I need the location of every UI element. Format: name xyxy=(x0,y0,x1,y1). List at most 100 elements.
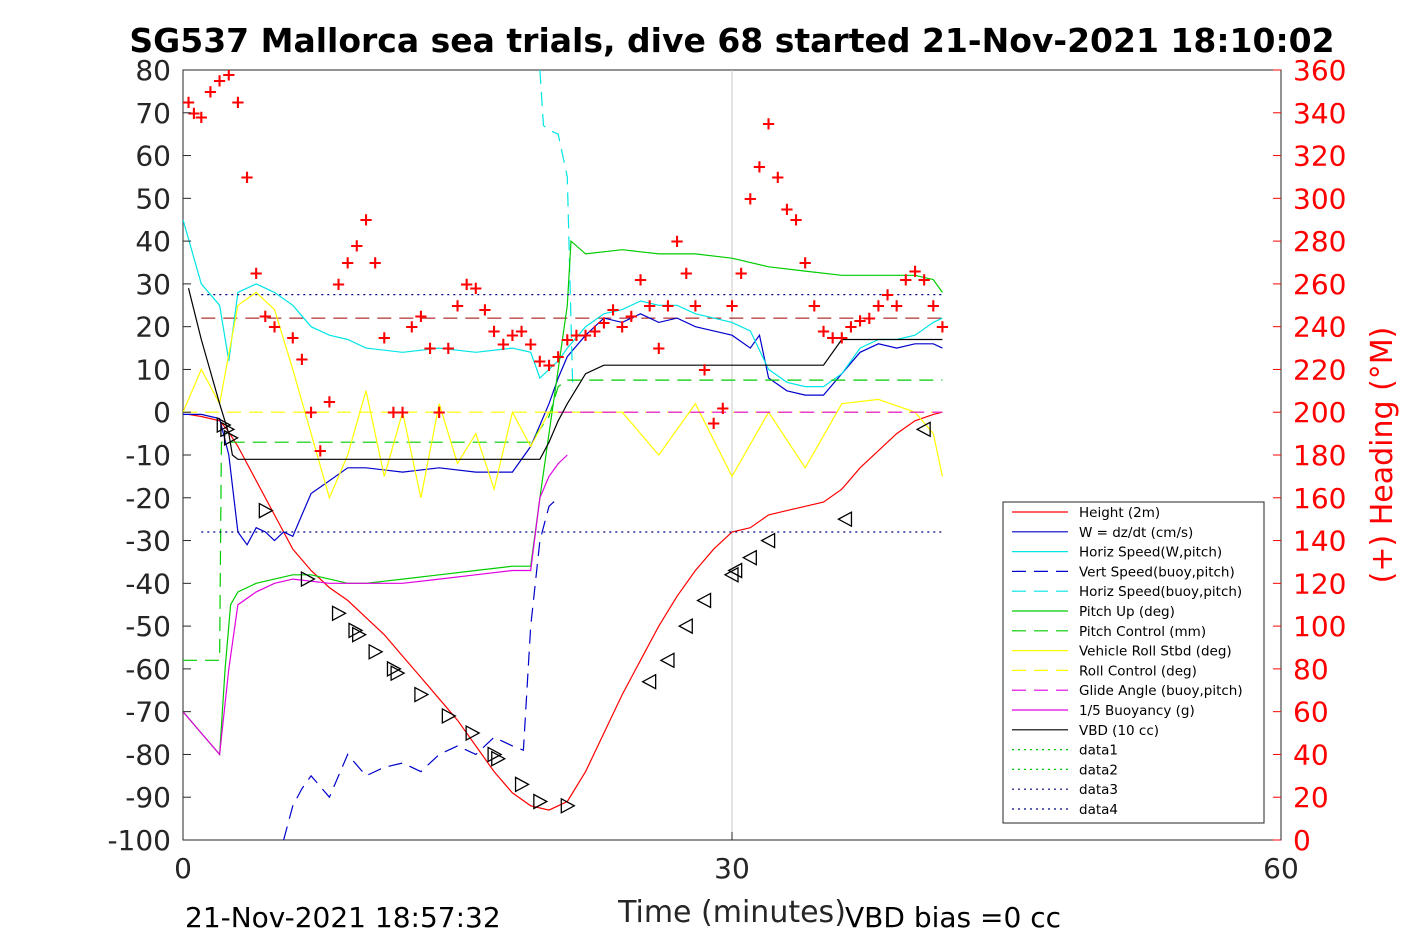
left-tick-label-13: -50 xyxy=(125,610,171,643)
glide-marker-down-3 xyxy=(258,502,274,519)
left-tick-label-12: -40 xyxy=(125,567,171,600)
chart-title: SG537 Mallorca sea trials, dive 68 start… xyxy=(129,21,1334,60)
heading-point-18: + xyxy=(349,235,364,256)
heading-point-19: + xyxy=(358,210,373,231)
left-tick-label-8: 0 xyxy=(153,396,171,429)
heading-point-70: + xyxy=(825,327,840,348)
glide-marker-up-9 xyxy=(915,421,931,438)
footer-vbd-bias: VBD bias =0 cc xyxy=(845,901,1061,934)
heading-point-23: + xyxy=(395,402,410,423)
heading-point-12: + xyxy=(294,349,309,370)
glide-marker-down-6 xyxy=(348,622,364,639)
left-tick-label-1: 70 xyxy=(135,97,171,130)
series-line-3 xyxy=(283,497,559,840)
left-tick-label-7: 10 xyxy=(135,353,171,386)
legend-label-3: Vert Speed(buoy,pitch) xyxy=(1079,564,1235,580)
heading-point-49: + xyxy=(633,270,648,291)
glide-marker-up-0 xyxy=(641,673,657,690)
heading-point-71: + xyxy=(834,327,849,348)
right-tick-label-14: 80 xyxy=(1293,653,1329,686)
glide-marker-down-16 xyxy=(514,776,530,793)
heading-point-5: + xyxy=(221,64,236,85)
right-tick-label-4: 280 xyxy=(1293,225,1346,258)
right-tick-label-15: 60 xyxy=(1293,696,1329,729)
glide-marker-up-2 xyxy=(677,618,693,635)
glide-marker-up-4 xyxy=(723,566,739,583)
left-tick-label-18: -100 xyxy=(107,824,171,857)
heading-point-31: + xyxy=(468,278,483,299)
right-tick-label-6: 240 xyxy=(1293,311,1346,344)
glide-marker-up-7 xyxy=(760,532,776,549)
legend-label-1: W = dz/dt (cm/s) xyxy=(1079,525,1193,541)
glide-marker-down-13 xyxy=(465,724,481,742)
heading-point-75: + xyxy=(871,295,886,316)
glide-marker-down-17 xyxy=(533,793,549,810)
heading-point-10: + xyxy=(267,317,282,338)
legend: Height (2m) W = dz/dt (cm/s) Horiz Speed(W… xyxy=(1002,501,1265,824)
glide-marker-up-8 xyxy=(837,511,853,528)
right-tick-label-9: 180 xyxy=(1293,439,1346,472)
series-line-1 xyxy=(183,313,943,546)
heading-point-30: + xyxy=(459,274,474,295)
glide-marker-down-9 xyxy=(386,660,402,677)
left-tick-label-3: 50 xyxy=(135,182,171,215)
heading-point-9: + xyxy=(258,306,273,327)
heading-point-6: + xyxy=(230,92,245,113)
heading-point-58: + xyxy=(715,398,730,419)
heading-point-0: + xyxy=(181,92,196,113)
heading-point-7: + xyxy=(240,167,255,188)
left-tick-label-14: -60 xyxy=(125,653,171,686)
legend-label-10: 1/5 Buoyancy (g) xyxy=(1079,703,1195,719)
heading-point-42: + xyxy=(569,325,584,346)
heading-point-78: + xyxy=(898,270,913,291)
heading-point-13: + xyxy=(304,402,319,423)
left-tick-label-17: -90 xyxy=(125,781,171,814)
glide-marker-down-4 xyxy=(300,570,316,588)
heading-point-51: + xyxy=(651,338,666,359)
heading-point-24: + xyxy=(404,317,419,338)
x-tick-label-2: 60 xyxy=(1263,852,1299,885)
legend-label-15: data4 xyxy=(1079,802,1118,818)
right-tick-label-18: 0 xyxy=(1293,824,1311,857)
series-line-4 xyxy=(539,70,574,391)
heading-point-68: + xyxy=(807,295,822,316)
glide-marker-down-12 xyxy=(441,707,457,725)
right-axis-label: (+) Heading (°M) xyxy=(1365,327,1400,584)
left-tick-label-10: -20 xyxy=(125,482,171,515)
heading-point-39: + xyxy=(541,355,556,376)
heading-point-60: + xyxy=(734,263,749,284)
left-tick-label-4: 40 xyxy=(135,225,171,258)
heading-point-33: + xyxy=(487,321,502,342)
heading-point-52: + xyxy=(660,295,675,316)
left-tick-label-2: 60 xyxy=(135,140,171,173)
heading-point-67: + xyxy=(798,253,813,274)
right-tick-label-0: 360 xyxy=(1293,54,1346,87)
right-tick-label-7: 220 xyxy=(1293,353,1346,386)
heading-point-25: + xyxy=(413,306,428,327)
series-line-7 xyxy=(183,291,943,500)
heading-point-47: + xyxy=(615,317,630,338)
left-tick-label-6: 20 xyxy=(135,311,171,344)
heading-point-34: + xyxy=(496,334,511,355)
right-tick-label-13: 100 xyxy=(1293,610,1346,643)
heading-point-73: + xyxy=(853,310,868,331)
glide-marker-up-5 xyxy=(727,562,743,579)
heading-point-79: + xyxy=(907,261,922,282)
legend-label-11: VBD (10 cc) xyxy=(1079,723,1159,739)
series-line-10 xyxy=(183,454,568,756)
glide-marker-up-1 xyxy=(659,652,675,669)
heading-point-38: + xyxy=(532,351,547,372)
legend-label-8: Roll Control (deg) xyxy=(1079,663,1197,679)
glide-marker-down-14 xyxy=(487,746,503,763)
heading-point-22: + xyxy=(386,402,401,423)
heading-point-57: + xyxy=(706,413,721,434)
series-line-0 xyxy=(188,411,943,811)
heading-point-28: + xyxy=(441,338,456,359)
heading-point-63: + xyxy=(761,113,776,134)
heading-point-27: + xyxy=(432,402,447,423)
heading-point-46: + xyxy=(606,300,621,321)
footer-timestamp: 21-Nov-2021 18:57:32 xyxy=(185,901,501,934)
heading-point-4: + xyxy=(212,71,227,92)
left-tick-label-5: 30 xyxy=(135,268,171,301)
